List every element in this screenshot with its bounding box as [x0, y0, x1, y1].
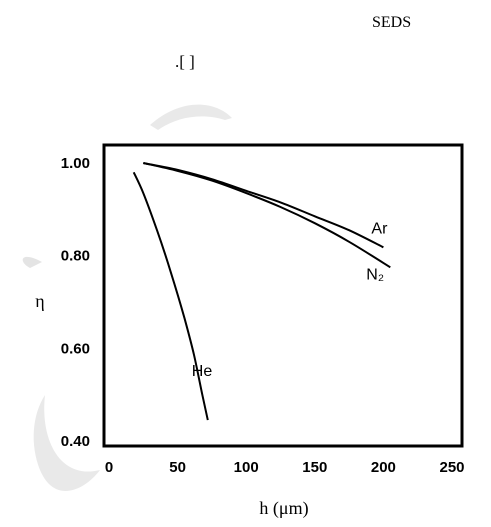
watermark-arc-left — [22, 256, 42, 268]
x-tick-label: 100 — [234, 459, 259, 476]
y-tick-label: 0.60 — [61, 340, 90, 357]
series-label: He — [192, 363, 213, 380]
y-tick-label: 0.40 — [61, 433, 90, 450]
series-label: N₂ — [366, 266, 384, 283]
x-tick-labels: 0 50 100 150 200 250 — [105, 459, 465, 476]
x-tick-label: 0 — [105, 459, 113, 476]
x-tick-label: 250 — [439, 459, 464, 476]
y-axis-title: η — [35, 291, 44, 311]
x-tick-label: 200 — [371, 459, 396, 476]
watermark-arc-upper — [150, 104, 232, 130]
x-axis-title: h (μm) — [259, 498, 308, 519]
series-lines — [132, 162, 391, 421]
series-line-he — [132, 171, 209, 421]
y-tick-label: 0.80 — [61, 248, 90, 265]
y-tick-labels: 0.40 0.60 0.80 1.00 — [61, 155, 90, 450]
x-tick-label: 50 — [169, 459, 186, 476]
watermark-swirl — [33, 395, 101, 491]
series-line-n2 — [143, 162, 391, 269]
plot-frame — [102, 143, 464, 448]
seds-tag: SEDS — [372, 14, 412, 31]
series-label: Ar — [371, 220, 388, 237]
series-line-ar — [143, 162, 384, 249]
x-tick-label: 150 — [302, 459, 327, 476]
y-tick-label: 1.00 — [61, 155, 90, 172]
series-labels: Ar N₂ He — [192, 220, 388, 380]
citation-bracket: .[ ] — [175, 52, 195, 71]
